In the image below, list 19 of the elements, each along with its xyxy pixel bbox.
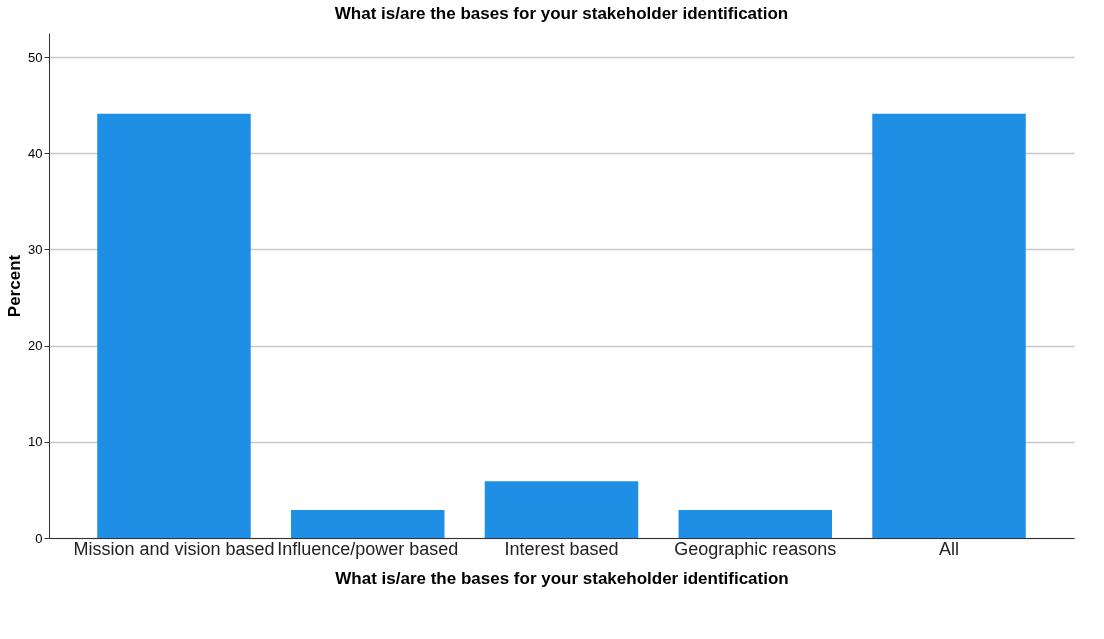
- x-tick-label: Geographic reasons: [674, 538, 837, 559]
- y-tick-label: 10: [28, 434, 43, 450]
- bar: [678, 510, 832, 538]
- bar: [291, 510, 445, 538]
- bar: [872, 113, 1026, 538]
- y-axis-title: Percent: [5, 254, 25, 318]
- y-tick-label: 30: [28, 241, 43, 257]
- x-tick-label: All: [939, 538, 960, 559]
- y-tick-label: 50: [28, 49, 43, 65]
- y-tick-label: 0: [35, 530, 43, 546]
- bar: [97, 113, 251, 538]
- x-tick-label: Influence/power based: [277, 538, 459, 559]
- y-tick-label: 20: [28, 338, 43, 354]
- chart-title: What is/are the bases for your stakeholder identification: [334, 4, 789, 23]
- x-axis-title: What is/are the bases for your stakeholder identification: [335, 568, 789, 588]
- x-tick-label: Mission and vision based: [73, 538, 275, 559]
- y-tick-label: 40: [28, 145, 43, 161]
- bar: [484, 481, 639, 538]
- x-tick-label: Interest based: [504, 538, 619, 559]
